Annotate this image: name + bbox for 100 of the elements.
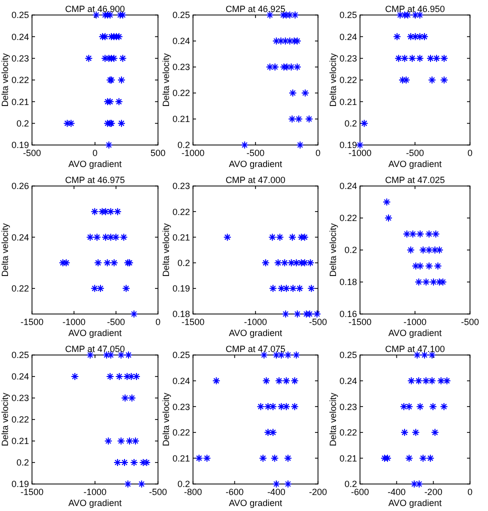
y-axis-title: Delta velocity — [0, 392, 10, 446]
y-tick-label: 0.25 — [172, 350, 190, 360]
x-tick-label: -1000 — [83, 487, 107, 497]
y-tick-label: 0.25 — [339, 10, 357, 20]
y-axis-title: Delta velocity — [0, 222, 10, 277]
x-axis-title: AVO gradient — [388, 159, 442, 169]
y-tick-label: 0.24 — [339, 181, 357, 192]
x-tick-label: -400 — [267, 487, 286, 497]
y-tick-label: 0.26 — [11, 181, 29, 192]
x-tick-label: -200 — [308, 487, 328, 497]
y-tick-label: 0.2 — [16, 118, 29, 129]
x-tick-label: 500 — [150, 148, 166, 158]
y-tick-label: 0.2 — [177, 140, 190, 150]
y-tick-label: 0.22 — [339, 428, 357, 438]
chart-title: CMP at 47.100 — [385, 344, 445, 354]
y-tick-label: 0.24 — [339, 376, 357, 386]
chart-title: CMP at 47.025 — [385, 175, 445, 185]
x-tick-label: -500 — [106, 317, 126, 327]
y-tick-label: 0.19 — [339, 140, 357, 150]
x-tick-label: 0 — [467, 487, 473, 497]
y-tick-label: 0.21 — [172, 453, 190, 464]
x-tick-label: -500 — [406, 148, 424, 158]
x-tick-label: -1500 — [20, 317, 44, 327]
y-tick-label: 0.19 — [11, 479, 29, 490]
y-tick-label: 0.23 — [11, 54, 29, 64]
x-tick-label: -500 — [246, 148, 265, 158]
y-tick-label: 0.18 — [339, 277, 357, 288]
y-tick-label: 0.19 — [11, 140, 29, 150]
y-axis-title: Delta velocity — [161, 392, 171, 446]
y-tick-label: 0.22 — [172, 88, 190, 98]
y-tick-label: 0.21 — [11, 96, 29, 107]
y-tick-label: 0.23 — [339, 402, 357, 412]
y-tick-label: 0.22 — [339, 213, 357, 224]
y-tick-label: 0.22 — [11, 414, 29, 425]
x-tick-label: -1500 — [20, 487, 44, 497]
y-tick-label: 0.23 — [172, 181, 190, 192]
x-axis-title: AVO gradient — [68, 159, 122, 169]
chart-title: CMP at 47.050 — [65, 344, 125, 354]
y-tick-label: 0.21 — [172, 232, 190, 242]
y-tick-label: 0.24 — [11, 372, 29, 382]
x-axis-title: AVO gradient — [228, 328, 283, 338]
x-axis-title: AVO gradient — [388, 328, 442, 338]
y-tick-label: 0.23 — [172, 62, 190, 72]
y-tick-label: 0.24 — [11, 32, 29, 42]
chart-title: CMP at 47.075 — [226, 344, 286, 354]
x-tick-label: -1000 — [244, 317, 268, 327]
x-tick-label: -400 — [388, 487, 406, 497]
x-tick-label: -500 — [308, 317, 328, 327]
y-tick-label: 0.2 — [177, 258, 190, 268]
x-tick-label: 0 — [155, 317, 161, 327]
y-tick-label: 0.24 — [172, 36, 190, 46]
y-tick-label: 0.22 — [11, 75, 29, 86]
y-tick-label: 0.2 — [344, 245, 357, 256]
chart-title: CMP at 46.900 — [65, 4, 125, 14]
x-tick-label: -600 — [226, 487, 244, 497]
y-tick-label: 0.25 — [11, 350, 29, 360]
y-axis-title: Delta velocity — [0, 52, 10, 107]
x-tick-label: -500 — [148, 487, 168, 497]
y-tick-label: 0.24 — [339, 32, 357, 42]
y-tick-label: 0.24 — [11, 232, 29, 242]
x-axis-title: AVO gradient — [68, 498, 122, 508]
y-tick-label: 0.21 — [172, 114, 190, 124]
y-axis-title: Delta velocity — [328, 392, 338, 446]
y-tick-label: 0.2 — [177, 479, 190, 490]
y-tick-label: 0.19 — [172, 284, 190, 294]
y-tick-label: 0.22 — [172, 428, 190, 438]
y-tick-label: 0.25 — [172, 10, 190, 20]
x-tick-label: -800 — [184, 487, 202, 497]
x-tick-label: -1500 — [348, 317, 372, 327]
y-tick-label: 0.18 — [172, 309, 190, 320]
y-tick-label: 0.2 — [344, 118, 357, 129]
x-tick-label: -500 — [22, 148, 42, 158]
y-tick-label: 0.22 — [339, 75, 357, 86]
x-tick-label: -1500 — [181, 317, 205, 327]
y-axis-title: Delta velocity — [328, 222, 338, 277]
x-axis-title: AVO gradient — [388, 498, 442, 508]
y-tick-label: 0.23 — [11, 393, 29, 404]
y-tick-label: 0.2 — [16, 458, 29, 468]
y-tick-label: 0.21 — [339, 96, 357, 107]
y-tick-label: 0.21 — [339, 453, 357, 464]
y-tick-label: 0.24 — [172, 376, 190, 386]
x-tick-label: -1000 — [181, 148, 205, 158]
y-tick-label: 0.2 — [344, 479, 357, 490]
x-axis-title: AVO gradient — [68, 328, 122, 338]
y-tick-label: 0.21 — [11, 436, 29, 446]
y-tick-label: 0.25 — [339, 350, 357, 360]
y-tick-label: 0.22 — [11, 284, 29, 294]
y-axis-title: Delta velocity — [328, 52, 338, 107]
y-tick-label: 0.16 — [339, 309, 357, 320]
x-tick-label: -1000 — [62, 317, 86, 327]
y-axis-title: Delta velocity — [161, 222, 171, 277]
y-tick-label: 0.23 — [172, 402, 190, 412]
x-tick-label: -600 — [350, 487, 370, 497]
chart-title: CMP at 46.975 — [65, 175, 125, 185]
y-axis-title: Delta velocity — [161, 52, 171, 107]
x-tick-label: -1000 — [348, 148, 372, 158]
x-tick-label: 0 — [467, 148, 473, 158]
x-tick-label: 0 — [92, 148, 98, 158]
chart-title: CMP at 47.000 — [226, 175, 286, 185]
x-tick-label: -500 — [460, 317, 480, 327]
